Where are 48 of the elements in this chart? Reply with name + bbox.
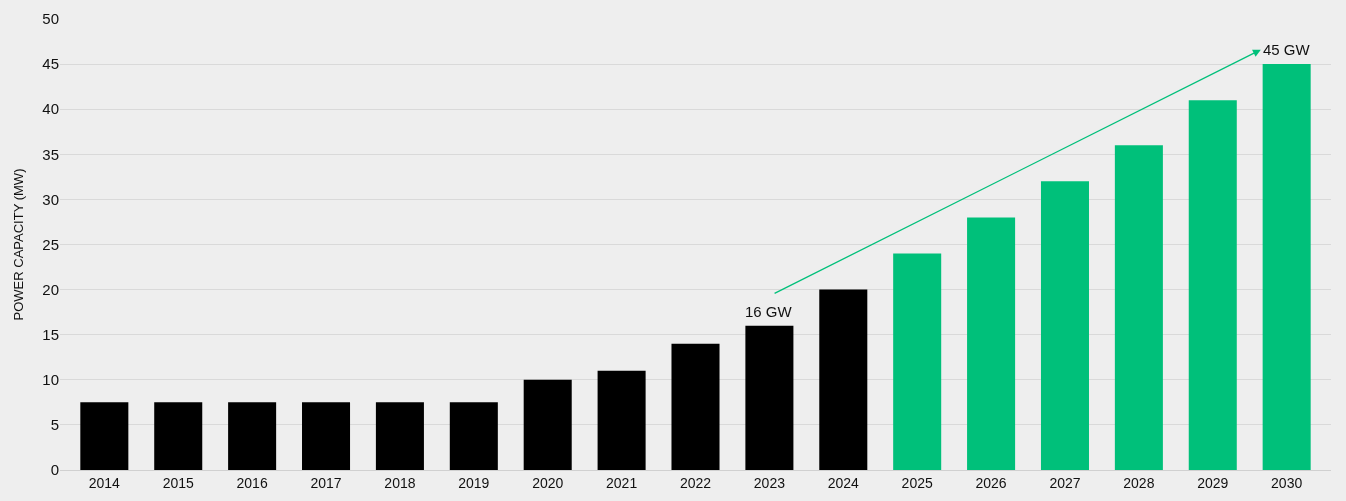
bar: [1188, 100, 1237, 470]
x-tick-label: 2026: [975, 474, 1007, 491]
y-tick-label: 0: [50, 461, 59, 479]
bar: [154, 402, 203, 470]
x-tick-label: 2019: [458, 474, 490, 491]
bar: [893, 253, 942, 470]
x-tick-label: 2024: [827, 474, 860, 491]
bar: [597, 370, 646, 470]
y-tick-label: 45: [42, 55, 59, 73]
y-tick-label: 40: [42, 100, 59, 118]
x-tick-label: 2027: [1049, 474, 1081, 491]
x-tick-label: 2021: [606, 474, 638, 491]
x-tick-label: 2023: [753, 474, 786, 491]
bar: [1040, 181, 1089, 470]
y-axis-title: POWER CAPACITY (MW): [11, 168, 27, 321]
y-tick-label: 15: [42, 325, 59, 343]
x-tick-label: 2014: [88, 474, 121, 491]
bar: [523, 379, 572, 470]
y-tick-label: 20: [42, 280, 59, 298]
y-tick-label: 25: [42, 235, 59, 253]
bar: [375, 402, 424, 470]
y-tick-label: 10: [42, 371, 59, 389]
x-tick-label: 2029: [1197, 474, 1229, 491]
x-tick-label: 2020: [532, 474, 564, 491]
bar: [228, 402, 277, 470]
y-tick-label: 50: [42, 10, 59, 28]
y-tick-label: 5: [50, 416, 59, 434]
x-tick-label: 2017: [310, 474, 342, 491]
y-tick-label: 35: [42, 145, 59, 163]
x-tick-label: 2022: [679, 474, 712, 491]
x-tick-label: 2025: [901, 474, 933, 491]
annotation: 45 GW: [1263, 41, 1311, 58]
bar: [745, 325, 794, 470]
bar: [1262, 64, 1311, 470]
x-tick-label: 2030: [1271, 474, 1303, 491]
x-tick-label: 2016: [236, 474, 268, 491]
y-tick-label: 30: [42, 190, 59, 208]
x-tick-label: 2028: [1123, 474, 1155, 491]
x-tick-label: 2015: [162, 474, 195, 491]
bar: [302, 402, 351, 470]
bar: [80, 402, 129, 470]
bar: [671, 343, 720, 470]
annotation: 16 GW: [745, 303, 793, 320]
bar: [1114, 145, 1163, 470]
bar: [967, 217, 1016, 470]
bar: [449, 402, 498, 470]
bar: [819, 289, 868, 470]
x-tick-label: 2018: [384, 474, 416, 491]
